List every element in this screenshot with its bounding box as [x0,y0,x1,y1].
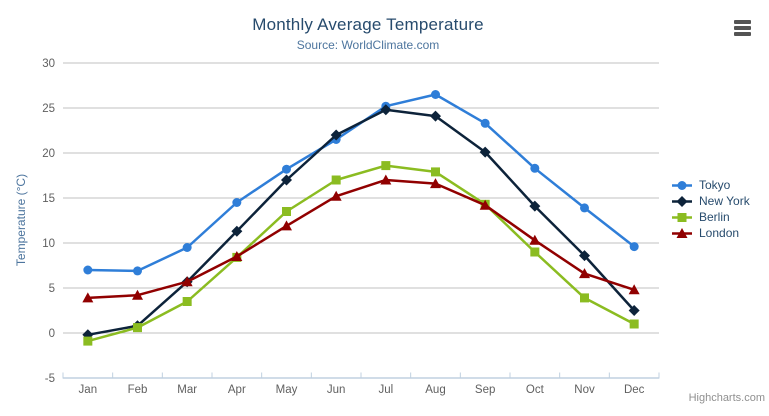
data-point-tokyo[interactable] [182,243,192,252]
y-axis-label: 30 [42,58,55,70]
x-axis-label: Nov [574,384,595,396]
data-point-london[interactable] [628,284,640,295]
series-line-london [86,178,636,300]
legend-item-new-york[interactable]: New York [671,193,750,209]
data-point-tokyo[interactable] [282,164,291,174]
legend-item-berlin[interactable]: Berlin [671,209,750,225]
data-point-berlin[interactable] [133,323,142,333]
legend-item-tokyo[interactable]: Tokyo [671,177,750,193]
x-axis-label: Feb [128,384,148,396]
hamburger-icon [733,20,751,36]
x-axis-label: Sep [475,384,495,396]
legend-marker-symbol [677,180,687,190]
data-point-berlin[interactable] [381,161,391,171]
legend-marker-circle [672,180,692,190]
x-axis-label: May [276,384,298,396]
series-tokyo [83,90,639,276]
x-axis-label: Jul [378,384,393,396]
x-axis-label: Aug [425,384,445,396]
legend-label: Tokyo [699,178,731,192]
data-point-london[interactable] [281,220,292,231]
data-point-new-york[interactable] [430,110,441,122]
data-point-london[interactable] [430,178,441,189]
legend-marker-symbol [677,212,687,222]
legend-marker-symbol [676,195,688,207]
data-point-tokyo[interactable] [629,242,639,252]
legend-marker-diamond [672,195,692,207]
y-axis-title: Temperature (°C) [14,173,28,267]
legend-marker-square [672,212,692,222]
y-axis-label: 5 [49,283,55,295]
y-axis-label: 10 [42,238,55,250]
data-point-london[interactable] [579,268,590,279]
series-new-york [82,104,640,341]
data-point-tokyo[interactable] [83,265,93,275]
legend-item-london[interactable]: London [671,225,750,241]
x-axis-label: Oct [526,384,545,396]
legend: Tokyo New York Berlin London [671,177,750,241]
export-menu-button[interactable] [730,17,754,39]
data-point-london[interactable] [479,199,491,210]
data-point-london[interactable] [231,251,243,261]
series-london [82,174,640,303]
legend-marker-triangle [672,227,692,238]
legend-marker-symbol [676,227,688,238]
x-axis-label: Jan [79,384,98,396]
data-point-tokyo[interactable] [133,266,142,276]
data-point-new-york[interactable] [281,174,292,186]
x-axis-label: Apr [228,384,246,396]
x-axis-label: Jun [327,384,346,396]
data-point-new-york[interactable] [628,305,640,316]
data-point-berlin[interactable] [331,175,341,185]
data-point-berlin[interactable] [182,297,192,306]
x-axis-label: Dec [624,384,645,396]
x-axis-label: Mar [177,384,197,396]
legend-label: London [699,226,740,240]
data-point-berlin[interactable] [530,247,540,257]
data-point-london[interactable] [181,276,193,287]
series-line-new-york [86,108,636,337]
data-point-new-york[interactable] [231,225,243,237]
data-point-berlin[interactable] [580,293,589,303]
data-point-new-york[interactable] [330,129,342,141]
legend-label: New York [699,194,750,208]
data-point-tokyo[interactable] [580,203,589,213]
data-point-london[interactable] [132,289,143,300]
data-point-tokyo[interactable] [232,198,242,207]
series-line-tokyo [86,93,636,273]
data-point-berlin[interactable] [282,207,291,216]
data-point-tokyo[interactable] [480,118,490,128]
data-point-berlin[interactable] [83,336,93,346]
series-line-berlin [86,164,636,343]
y-axis-label: 25 [42,103,55,115]
data-point-new-york[interactable] [380,104,392,116]
chart-title: Monthly Average Temperature [252,15,484,34]
data-point-new-york[interactable] [529,200,541,212]
y-axis-label: 15 [42,193,55,205]
data-point-new-york[interactable] [479,146,491,158]
data-point-london[interactable] [330,190,342,201]
data-point-london[interactable] [82,292,94,303]
data-point-berlin[interactable] [629,319,639,329]
data-point-tokyo[interactable] [530,163,540,173]
data-point-new-york[interactable] [579,250,590,262]
data-point-berlin[interactable] [431,167,440,177]
data-point-london[interactable] [380,174,392,185]
chart-subtitle: Source: WorldClimate.com [296,38,440,52]
y-axis-label: 0 [49,328,55,340]
highcharts-credit-link[interactable]: Highcharts.com [688,392,765,404]
data-point-london[interactable] [529,234,541,245]
legend-label: Berlin [699,210,730,224]
data-point-tokyo[interactable] [431,90,440,99]
y-axis-label: -5 [45,373,55,385]
y-axis-label: 20 [42,148,55,160]
